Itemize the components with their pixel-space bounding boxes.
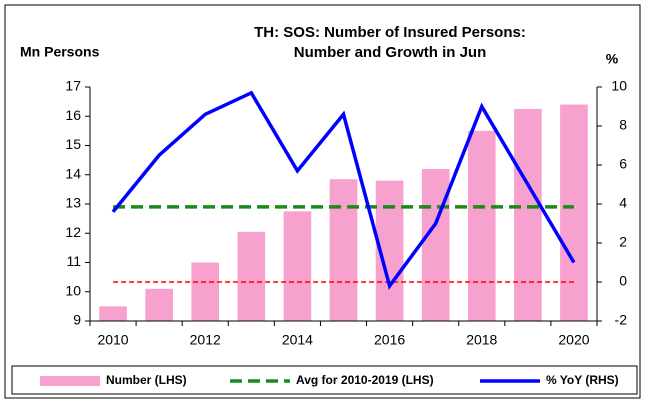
bar xyxy=(467,130,496,321)
legend-label: % YoY (RHS) xyxy=(546,373,619,387)
x-tick-label: 2010 xyxy=(97,332,128,348)
y2-axis-label: % xyxy=(606,51,619,67)
legend-box xyxy=(11,365,638,395)
legend-label: Avg for 2010-2019 (LHS) xyxy=(296,373,434,387)
x-tick-label: 2014 xyxy=(282,332,313,348)
x-tick-label: 2020 xyxy=(558,332,589,348)
y2-tick-label: 0 xyxy=(619,273,627,289)
y-tick-label: 10 xyxy=(65,282,81,298)
bar xyxy=(283,211,312,321)
y-tick-label: 15 xyxy=(65,136,81,152)
x-tick-label: 2012 xyxy=(190,332,221,348)
chart-border xyxy=(4,4,641,399)
y2-tick-label: -2 xyxy=(615,312,628,328)
y2-tick-label: 10 xyxy=(611,78,627,94)
y2-tick-label: 8 xyxy=(619,117,627,133)
bar xyxy=(145,288,173,321)
y-tick-label: 17 xyxy=(65,78,81,94)
bar xyxy=(514,108,542,321)
line xyxy=(111,90,576,290)
x-tick-label: 2016 xyxy=(374,332,405,348)
y-tick-label: 13 xyxy=(65,195,81,211)
y2-tick-label: 4 xyxy=(619,195,627,211)
bar xyxy=(191,262,220,321)
bar xyxy=(99,306,127,321)
x-tick-label: 2018 xyxy=(466,332,497,348)
legend-label: Number (LHS) xyxy=(106,373,187,387)
legend-swatch xyxy=(40,376,100,386)
y-tick-label: 14 xyxy=(65,165,81,181)
bar xyxy=(560,104,588,321)
chart-title: Number and Growth in Jun xyxy=(294,44,487,61)
bar xyxy=(237,231,266,321)
bar xyxy=(329,179,358,321)
y-tick-label: 11 xyxy=(66,253,81,269)
y-axis-label: Mn Persons xyxy=(20,44,100,60)
y-tick-label: 12 xyxy=(65,224,81,240)
y-tick-label: 9 xyxy=(73,312,81,328)
y2-tick-label: 6 xyxy=(619,156,627,172)
bar xyxy=(421,168,450,321)
chart-title: TH: SOS: Number of Insured Persons: xyxy=(254,24,526,41)
y2-tick-label: 2 xyxy=(619,234,627,250)
y-tick-label: 16 xyxy=(65,107,81,123)
